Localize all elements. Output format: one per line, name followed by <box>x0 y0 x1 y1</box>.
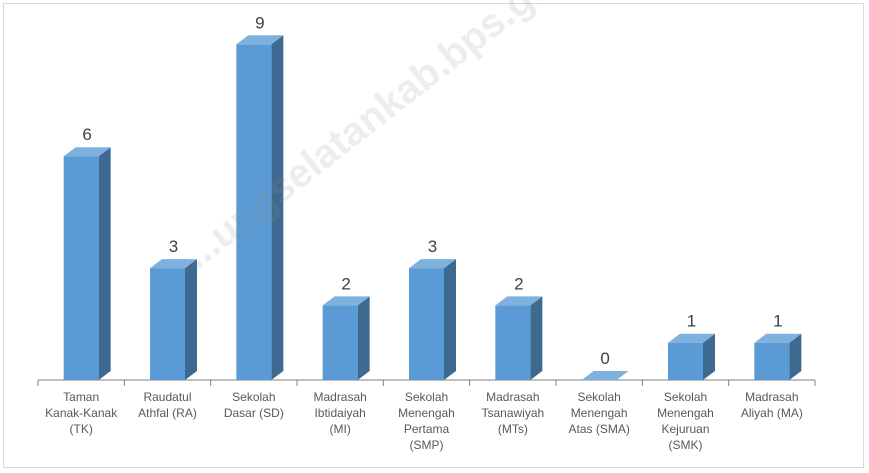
bar-top <box>322 296 370 306</box>
bar-top <box>495 296 543 306</box>
bar-top <box>668 333 715 343</box>
bar-top <box>581 371 629 380</box>
bar-front <box>236 44 272 381</box>
category-label: Taman Kanak-Kanak (TK) <box>45 390 118 436</box>
category-label: Raudatul Athfal (RA) <box>138 390 197 420</box>
category-label: Sekolah Menengah Kejuruan (SMK) <box>657 390 714 452</box>
category-label: Madrasah Tsanawiyah (MTs) <box>481 390 544 436</box>
data-label: 9 <box>255 13 264 32</box>
bar <box>495 296 543 380</box>
bar-front <box>495 305 531 380</box>
data-label: 1 <box>687 312 696 331</box>
category-label: Madrasah Ibtidaiyah (MI) <box>313 390 366 436</box>
bar-side <box>357 296 370 380</box>
bar <box>581 371 629 380</box>
bar-top <box>150 259 197 269</box>
bar <box>668 333 715 380</box>
data-label: 6 <box>82 125 91 144</box>
data-label: 0 <box>600 349 609 368</box>
bar-side <box>530 296 543 380</box>
data-label: 1 <box>773 312 782 331</box>
bar <box>63 147 111 380</box>
bar-side <box>444 259 456 380</box>
data-label: 2 <box>341 274 350 293</box>
bar-front <box>63 156 99 380</box>
bar-front <box>409 268 444 380</box>
data-label: 3 <box>428 237 437 256</box>
bar <box>754 333 802 380</box>
bar-side <box>185 259 197 380</box>
bar-top <box>754 333 802 343</box>
bar <box>409 259 456 380</box>
category-label: Madrasah Aliyah (MA) <box>741 390 803 420</box>
bar <box>150 259 197 380</box>
bar-top <box>409 259 456 269</box>
bar <box>322 296 370 380</box>
bar-front <box>150 268 185 380</box>
bar-front <box>322 305 358 380</box>
data-label: 3 <box>169 237 178 256</box>
bar-side <box>789 333 802 380</box>
category-label: Sekolah Dasar (SD) <box>224 390 284 420</box>
bar-front <box>668 342 703 380</box>
bar-top <box>236 35 284 45</box>
category-label: Sekolah Menengah Atas (SMA) <box>568 390 629 436</box>
data-label: 2 <box>514 274 523 293</box>
bar-side <box>271 35 284 381</box>
bar-front <box>754 342 790 380</box>
chart-frame <box>3 3 864 468</box>
bar-side <box>98 147 111 380</box>
bar-side <box>703 333 715 380</box>
bar-top <box>63 147 111 157</box>
category-label: Sekolah Menengah Pertama (SMP) <box>398 390 455 452</box>
bar <box>236 35 284 381</box>
